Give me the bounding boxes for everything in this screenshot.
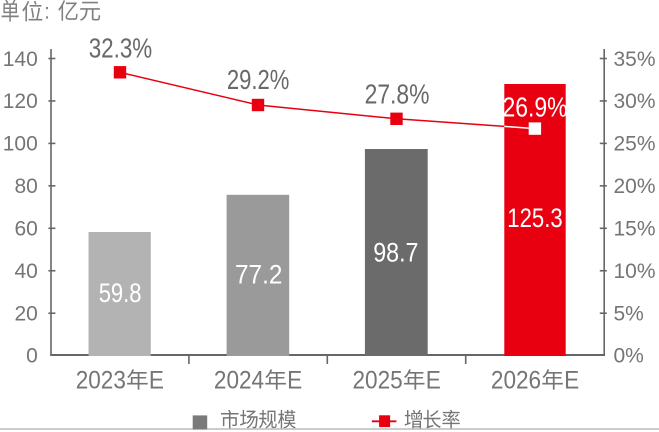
svg-text:35%: 35% (614, 48, 656, 71)
svg-text:5%: 5% (614, 303, 644, 326)
svg-text:27.8%: 27.8% (365, 78, 430, 109)
svg-text:60: 60 (14, 218, 37, 241)
svg-text:32.3%: 32.3% (89, 33, 153, 64)
svg-text:25%: 25% (614, 133, 656, 156)
svg-text:E: E (149, 366, 164, 394)
svg-text:80: 80 (14, 175, 37, 198)
svg-text:0: 0 (26, 344, 38, 367)
svg-text:40: 40 (14, 260, 37, 283)
svg-text:E: E (426, 366, 441, 394)
svg-text:2026: 2026 (491, 366, 541, 394)
svg-text:59.8: 59.8 (99, 278, 142, 308)
svg-text:26.9%: 26.9% (503, 91, 568, 122)
svg-text:120: 120 (3, 90, 38, 113)
svg-text:100: 100 (3, 133, 38, 156)
svg-text:10%: 10% (614, 260, 656, 283)
svg-text:30%: 30% (614, 90, 656, 113)
svg-text:29.2%: 29.2% (227, 64, 290, 95)
svg-text:140: 140 (3, 48, 38, 71)
svg-text:E: E (564, 366, 579, 394)
svg-text:20: 20 (14, 303, 37, 326)
svg-text:2023: 2023 (76, 366, 126, 394)
svg-text:98.7: 98.7 (373, 237, 418, 267)
svg-text:0%: 0% (614, 344, 644, 367)
svg-text::: : (44, 1, 50, 24)
svg-text:20%: 20% (614, 175, 656, 198)
svg-text:77.2: 77.2 (235, 259, 282, 289)
svg-text:2024: 2024 (214, 366, 264, 394)
svg-text:15%: 15% (614, 218, 656, 241)
svg-text:E: E (287, 366, 302, 394)
svg-text:125.3: 125.3 (507, 203, 562, 233)
svg-text:2025: 2025 (353, 366, 403, 394)
